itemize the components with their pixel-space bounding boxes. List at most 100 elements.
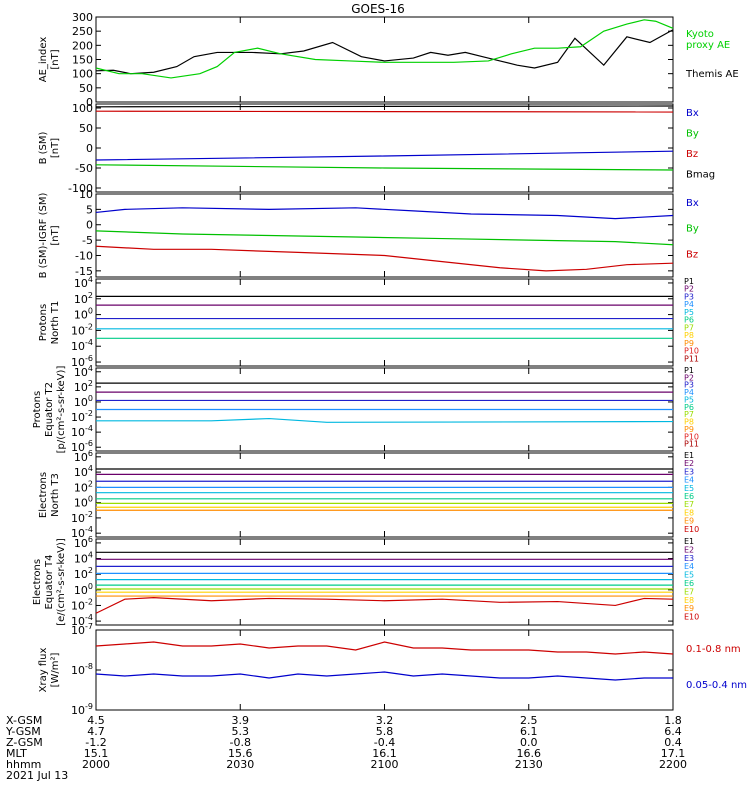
x-axis-value: 0.4 xyxy=(664,736,682,749)
series-line-bx xyxy=(95,150,674,161)
x-axis-value: 2030 xyxy=(226,758,254,771)
legend-entry: E7 xyxy=(684,500,694,509)
legend-entry: E5 xyxy=(684,484,694,493)
y-axis-label: North T3 xyxy=(50,473,61,517)
y-tick-label: 102 xyxy=(74,379,93,394)
panel-frame xyxy=(95,103,674,193)
x-axis-value: 4.5 xyxy=(87,714,105,727)
legend-entry: P7 xyxy=(684,323,694,332)
x-axis-value: 6.4 xyxy=(664,725,682,738)
y-tick-label: -50 xyxy=(75,162,93,175)
legend-entry: 0.05-0.4 nm xyxy=(686,680,747,691)
y-tick-label: 106 xyxy=(74,535,93,550)
plot-title: GOES-16 xyxy=(351,2,405,16)
legend-entry: E3 xyxy=(684,467,694,476)
x-axis-row-label: X-GSM xyxy=(6,714,42,727)
series-line-by xyxy=(95,230,674,246)
y-tick-label: 102 xyxy=(74,479,93,494)
legend-entry: E1 xyxy=(684,451,694,460)
series-line-p5 xyxy=(96,417,674,423)
x-axis-value: 2130 xyxy=(515,758,543,771)
y-tick-label: 10-2 xyxy=(71,597,93,612)
legend-entry: P8 xyxy=(684,331,694,340)
legend-entry: P5 xyxy=(684,395,694,404)
y-axis-label: AE_index xyxy=(38,37,49,83)
y-tick-label: 0 xyxy=(86,142,93,155)
legend-entry: P2 xyxy=(684,373,694,382)
y-tick-label: -10 xyxy=(75,249,93,262)
series-line-kyoto-proxy-ae xyxy=(95,19,674,79)
y-axis-label: Electrons xyxy=(38,472,49,518)
y-axis-label: [nT] xyxy=(50,138,61,158)
panel-frame xyxy=(95,193,674,278)
legend-entry: E4 xyxy=(684,476,694,485)
y-tick-label: 10-4 xyxy=(71,338,93,353)
legend-entry: P5 xyxy=(684,308,694,317)
x-axis-row-label: Z-GSM xyxy=(6,736,43,749)
legend-entry: Bz xyxy=(686,249,698,260)
y-axis-label: B (SM)-IGRF (SM) xyxy=(38,193,49,279)
x-axis-row-label: 2021 Jul 13 xyxy=(6,769,68,782)
y-axis-label: Xray flux xyxy=(38,648,49,693)
y-axis-label: Protons xyxy=(32,391,43,428)
panel-frame xyxy=(95,278,674,367)
y-tick-label: 0 xyxy=(86,219,93,232)
legend-entry: E2 xyxy=(684,459,694,468)
legend-entry: E10 xyxy=(684,525,699,534)
x-axis-value: -0.8 xyxy=(230,736,251,749)
y-tick-label: 10-4 xyxy=(71,424,93,439)
y-tick-label: 104 xyxy=(74,551,93,566)
legend-entry: P6 xyxy=(684,316,694,325)
legend-entry: E7 xyxy=(684,587,694,596)
legend-entry: E6 xyxy=(684,579,694,588)
legend-entry: proxy AE xyxy=(686,40,730,51)
series-line-themis-ae xyxy=(95,29,674,75)
y-axis-label: [p/(cm²-s-sr-keV)] xyxy=(56,366,67,454)
y-axis-label: North T1 xyxy=(50,301,61,345)
legend-entry: P3 xyxy=(684,292,694,301)
legend-entry: Kyoto xyxy=(686,29,714,40)
legend-entry: By xyxy=(686,224,699,235)
y-tick-label: 300 xyxy=(72,11,93,24)
legend-entry: E8 xyxy=(684,596,694,605)
x-axis-value: 3.9 xyxy=(232,714,250,727)
series-line-e10 xyxy=(95,597,674,614)
y-axis-label: [e/(cm²-s-sr-keV)] xyxy=(56,538,67,626)
legend-entry: E8 xyxy=(684,508,694,517)
y-tick-label: 100 xyxy=(74,495,93,510)
series-line-by xyxy=(95,164,674,171)
legend-entry: P10 xyxy=(684,432,699,441)
y-tick-label: 100 xyxy=(72,68,93,81)
legend-entry: E1 xyxy=(684,537,694,546)
x-axis-value: 6.1 xyxy=(520,725,538,738)
y-tick-label: 100 xyxy=(74,582,93,597)
legend-entry: P3 xyxy=(684,381,694,390)
legend-entry: E9 xyxy=(684,604,694,613)
y-tick-label: 50 xyxy=(79,82,93,95)
x-axis-value: -0.4 xyxy=(374,736,395,749)
legend-entry: P6 xyxy=(684,403,694,412)
legend-entry: P1 xyxy=(684,366,694,375)
x-axis-value: 2200 xyxy=(659,758,687,771)
y-tick-label: 10-2 xyxy=(71,322,93,337)
panel-b_igrf: 10 5 0 -5 -10 -15 B (SM)-IGRF (SM) [nT] Bx By Bz xyxy=(38,188,699,278)
x-axis-row-label: Y-GSM xyxy=(5,725,41,738)
x-axis-value: 17.1 xyxy=(661,747,686,760)
y-tick-label: 104 xyxy=(74,364,93,379)
y-tick-label: 100 xyxy=(72,102,93,115)
y-tick-label: 102 xyxy=(74,566,93,581)
series-line-0-05-0-4-nm xyxy=(95,671,673,681)
legend-entry: P7 xyxy=(684,410,694,419)
y-axis-label: [W/m²] xyxy=(50,652,61,687)
y-tick-label: 106 xyxy=(74,449,93,464)
x-axis-value: -1.2 xyxy=(85,736,106,749)
y-tick-label: 50 xyxy=(79,122,93,135)
legend-entry: P8 xyxy=(684,418,694,427)
legend-entry: Bmag xyxy=(686,170,715,181)
legend-entry: Bz xyxy=(686,149,698,160)
